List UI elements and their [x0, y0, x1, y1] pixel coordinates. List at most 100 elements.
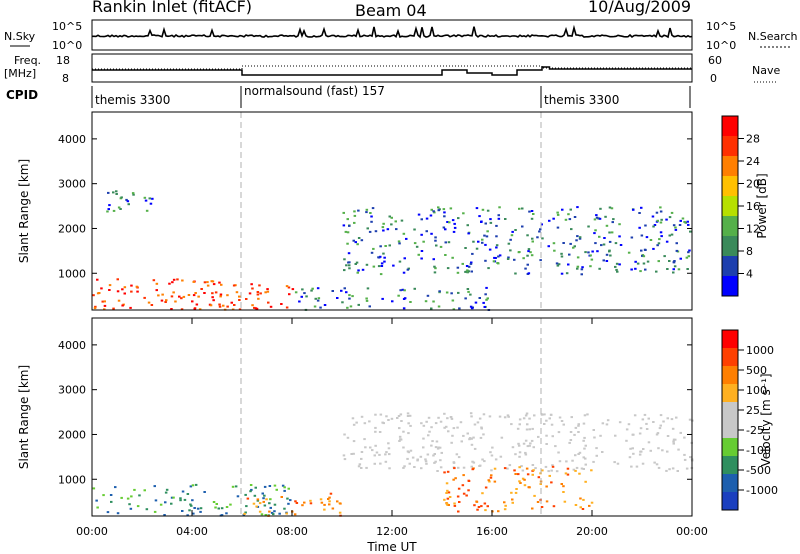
- heatmap-cell: [226, 305, 229, 308]
- heatmap-cell: [432, 300, 435, 303]
- heatmap-cell: [188, 509, 191, 512]
- heatmap-cell: [256, 293, 260, 296]
- heatmap-cell: [478, 215, 481, 218]
- heatmap-cell: [568, 253, 571, 256]
- heatmap-cell: [198, 308, 202, 311]
- heatmap-cell: [108, 289, 111, 291]
- heatmap-cell: [346, 306, 349, 309]
- heatmap-cell: [413, 287, 416, 290]
- heatmap-cell: [450, 441, 453, 444]
- heatmap-cell: [566, 467, 570, 470]
- heatmap-cell: [628, 456, 632, 459]
- heatmap-cell: [564, 472, 568, 475]
- heatmap-cell: [618, 263, 621, 266]
- heatmap-cell: [524, 439, 528, 442]
- heatmap-cell: [425, 230, 428, 233]
- heatmap-cell: [595, 454, 598, 457]
- heatmap-cell: [524, 414, 528, 417]
- heatmap-cell: [504, 504, 507, 507]
- heatmap-cell: [433, 211, 436, 214]
- heatmap-cell: [590, 501, 594, 504]
- heatmap-cell: [449, 207, 453, 210]
- heatmap-cell: [384, 245, 387, 247]
- colorbar-tick-label: 16: [746, 200, 760, 213]
- heatmap-cell: [172, 291, 175, 294]
- heatmap-cell: [553, 249, 556, 252]
- heatmap-cell: [507, 242, 511, 245]
- heatmap-cell: [264, 514, 267, 516]
- heatmap-cell: [566, 473, 570, 476]
- heatmap-cell: [534, 467, 537, 470]
- heatmap-cell: [430, 444, 433, 447]
- heatmap-cell: [429, 214, 433, 217]
- heatmap-cell: [655, 433, 659, 436]
- heatmap-cell: [599, 434, 602, 437]
- heatmap-cell: [516, 427, 520, 430]
- heatmap-cell: [451, 256, 454, 259]
- nsky-tick-low: 10^0: [52, 39, 82, 52]
- heatmap-cell: [665, 240, 669, 243]
- heatmap-cell: [466, 269, 469, 272]
- heatmap-cell: [689, 230, 692, 233]
- heatmap-cell: [468, 438, 471, 441]
- heatmap-cell: [572, 468, 576, 471]
- heatmap-cell: [434, 446, 438, 449]
- heatmap-cell: [181, 490, 185, 493]
- heatmap-cell: [496, 262, 499, 264]
- heatmap-cell: [116, 278, 119, 281]
- colorbar-swatch: [722, 456, 738, 474]
- heatmap-cell: [374, 430, 377, 433]
- heatmap-cell: [195, 303, 199, 306]
- heatmap-cell: [336, 500, 339, 503]
- heatmap-cell: [243, 512, 246, 515]
- heatmap-cell: [485, 286, 488, 289]
- heatmap-cell: [294, 500, 297, 503]
- heatmap-cell: [655, 463, 659, 466]
- heatmap-cell: [125, 198, 128, 201]
- heatmap-cell: [584, 251, 587, 254]
- heatmap-cell: [258, 284, 261, 287]
- heatmap-cell: [403, 257, 406, 260]
- heatmap-cell: [467, 479, 470, 482]
- heatmap-cell: [574, 504, 578, 506]
- heatmap-cell: [435, 440, 439, 443]
- heatmap-cell: [262, 500, 265, 503]
- heatmap-cell: [94, 305, 97, 308]
- heatmap-cell: [529, 442, 532, 445]
- heatmap-cell: [445, 291, 449, 294]
- heatmap-cell: [675, 249, 679, 252]
- heatmap-cell: [666, 435, 670, 437]
- heatmap-cell: [245, 298, 248, 300]
- heatmap-cell: [506, 414, 510, 417]
- heatmap-cell: [366, 287, 370, 290]
- heatmap-cell: [469, 412, 473, 415]
- colorbar-tick-label: -500: [746, 464, 771, 477]
- heatmap-cell: [495, 235, 498, 238]
- heatmap-cell: [522, 257, 525, 260]
- heatmap-cell: [514, 453, 517, 456]
- heatmap-cell: [342, 211, 345, 214]
- heatmap-cell: [687, 251, 690, 254]
- heatmap-cell: [200, 288, 203, 290]
- heatmap-cell: [638, 453, 642, 456]
- heatmap-cell: [443, 412, 446, 415]
- heatmap-cell: [467, 270, 470, 273]
- heatmap-cell: [348, 267, 351, 270]
- heatmap-cell: [518, 466, 521, 469]
- heatmap-cell: [614, 265, 617, 268]
- heatmap-cell: [187, 294, 191, 296]
- heatmap-cell: [382, 229, 385, 232]
- heatmap-cell: [489, 476, 493, 479]
- heatmap-cell: [287, 502, 290, 505]
- heatmap-cell: [346, 436, 350, 439]
- heatmap-cell: [594, 229, 597, 232]
- heatmap-cell: [489, 221, 493, 224]
- heatmap-cell: [357, 209, 360, 212]
- heatmap-cell: [374, 413, 377, 416]
- heatmap-cell: [268, 485, 272, 487]
- heatmap-cell: [93, 307, 97, 310]
- heatmap-cell: [608, 240, 612, 243]
- heatmap-cell: [530, 217, 534, 220]
- heatmap-cell: [408, 414, 412, 417]
- heatmap-cell: [518, 455, 521, 458]
